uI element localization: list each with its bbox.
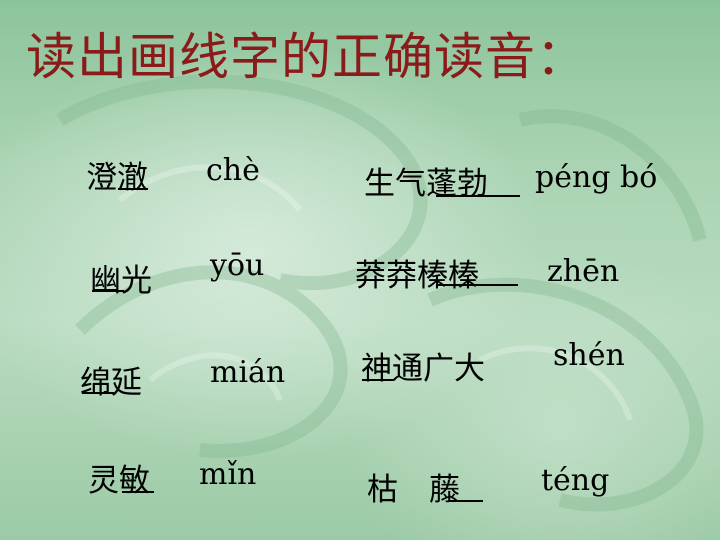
- pinyin-item-8: téng: [541, 463, 610, 498]
- word-item-5: 绵延: [80, 357, 142, 402]
- word-item-6: 神通广大: [361, 343, 485, 388]
- word-text: 绵延: [80, 365, 142, 401]
- underline-mark: [436, 195, 520, 197]
- underline-mark: [82, 392, 114, 394]
- underline-mark: [362, 379, 394, 381]
- pinyin-item-5: mián: [210, 355, 286, 390]
- word-text: 莽莽榛榛: [355, 258, 479, 294]
- pinyin-item-6: shén: [553, 338, 625, 373]
- word-item-1: 澄澈: [86, 152, 148, 197]
- word-text: 枯 藤: [367, 472, 460, 508]
- pinyin-item-7: mǐn: [199, 457, 257, 492]
- word-text: 澄澈: [86, 160, 148, 196]
- word-item-8: 枯 藤: [367, 464, 460, 509]
- underline-mark: [122, 491, 154, 493]
- word-text: 神通广大: [361, 351, 485, 387]
- underline-mark: [436, 284, 518, 286]
- pinyin-item-2: péng bó: [535, 160, 658, 195]
- word-item-7: 灵敏: [88, 455, 150, 500]
- word-text: 幽光: [90, 263, 152, 299]
- word-text: 灵敏: [88, 463, 150, 499]
- pinyin-item-3: yōu: [210, 248, 265, 283]
- underline-mark: [118, 188, 148, 190]
- word-item-3: 幽光: [90, 255, 152, 300]
- underline-mark: [449, 500, 483, 502]
- pinyin-item-1: chè: [206, 153, 260, 188]
- underline-mark: [92, 290, 124, 292]
- page-title: 读出画线字的正确读音：: [26, 28, 587, 86]
- pinyin-item-4: zhēn: [547, 254, 620, 289]
- word-item-4: 莽莽榛榛: [355, 250, 479, 295]
